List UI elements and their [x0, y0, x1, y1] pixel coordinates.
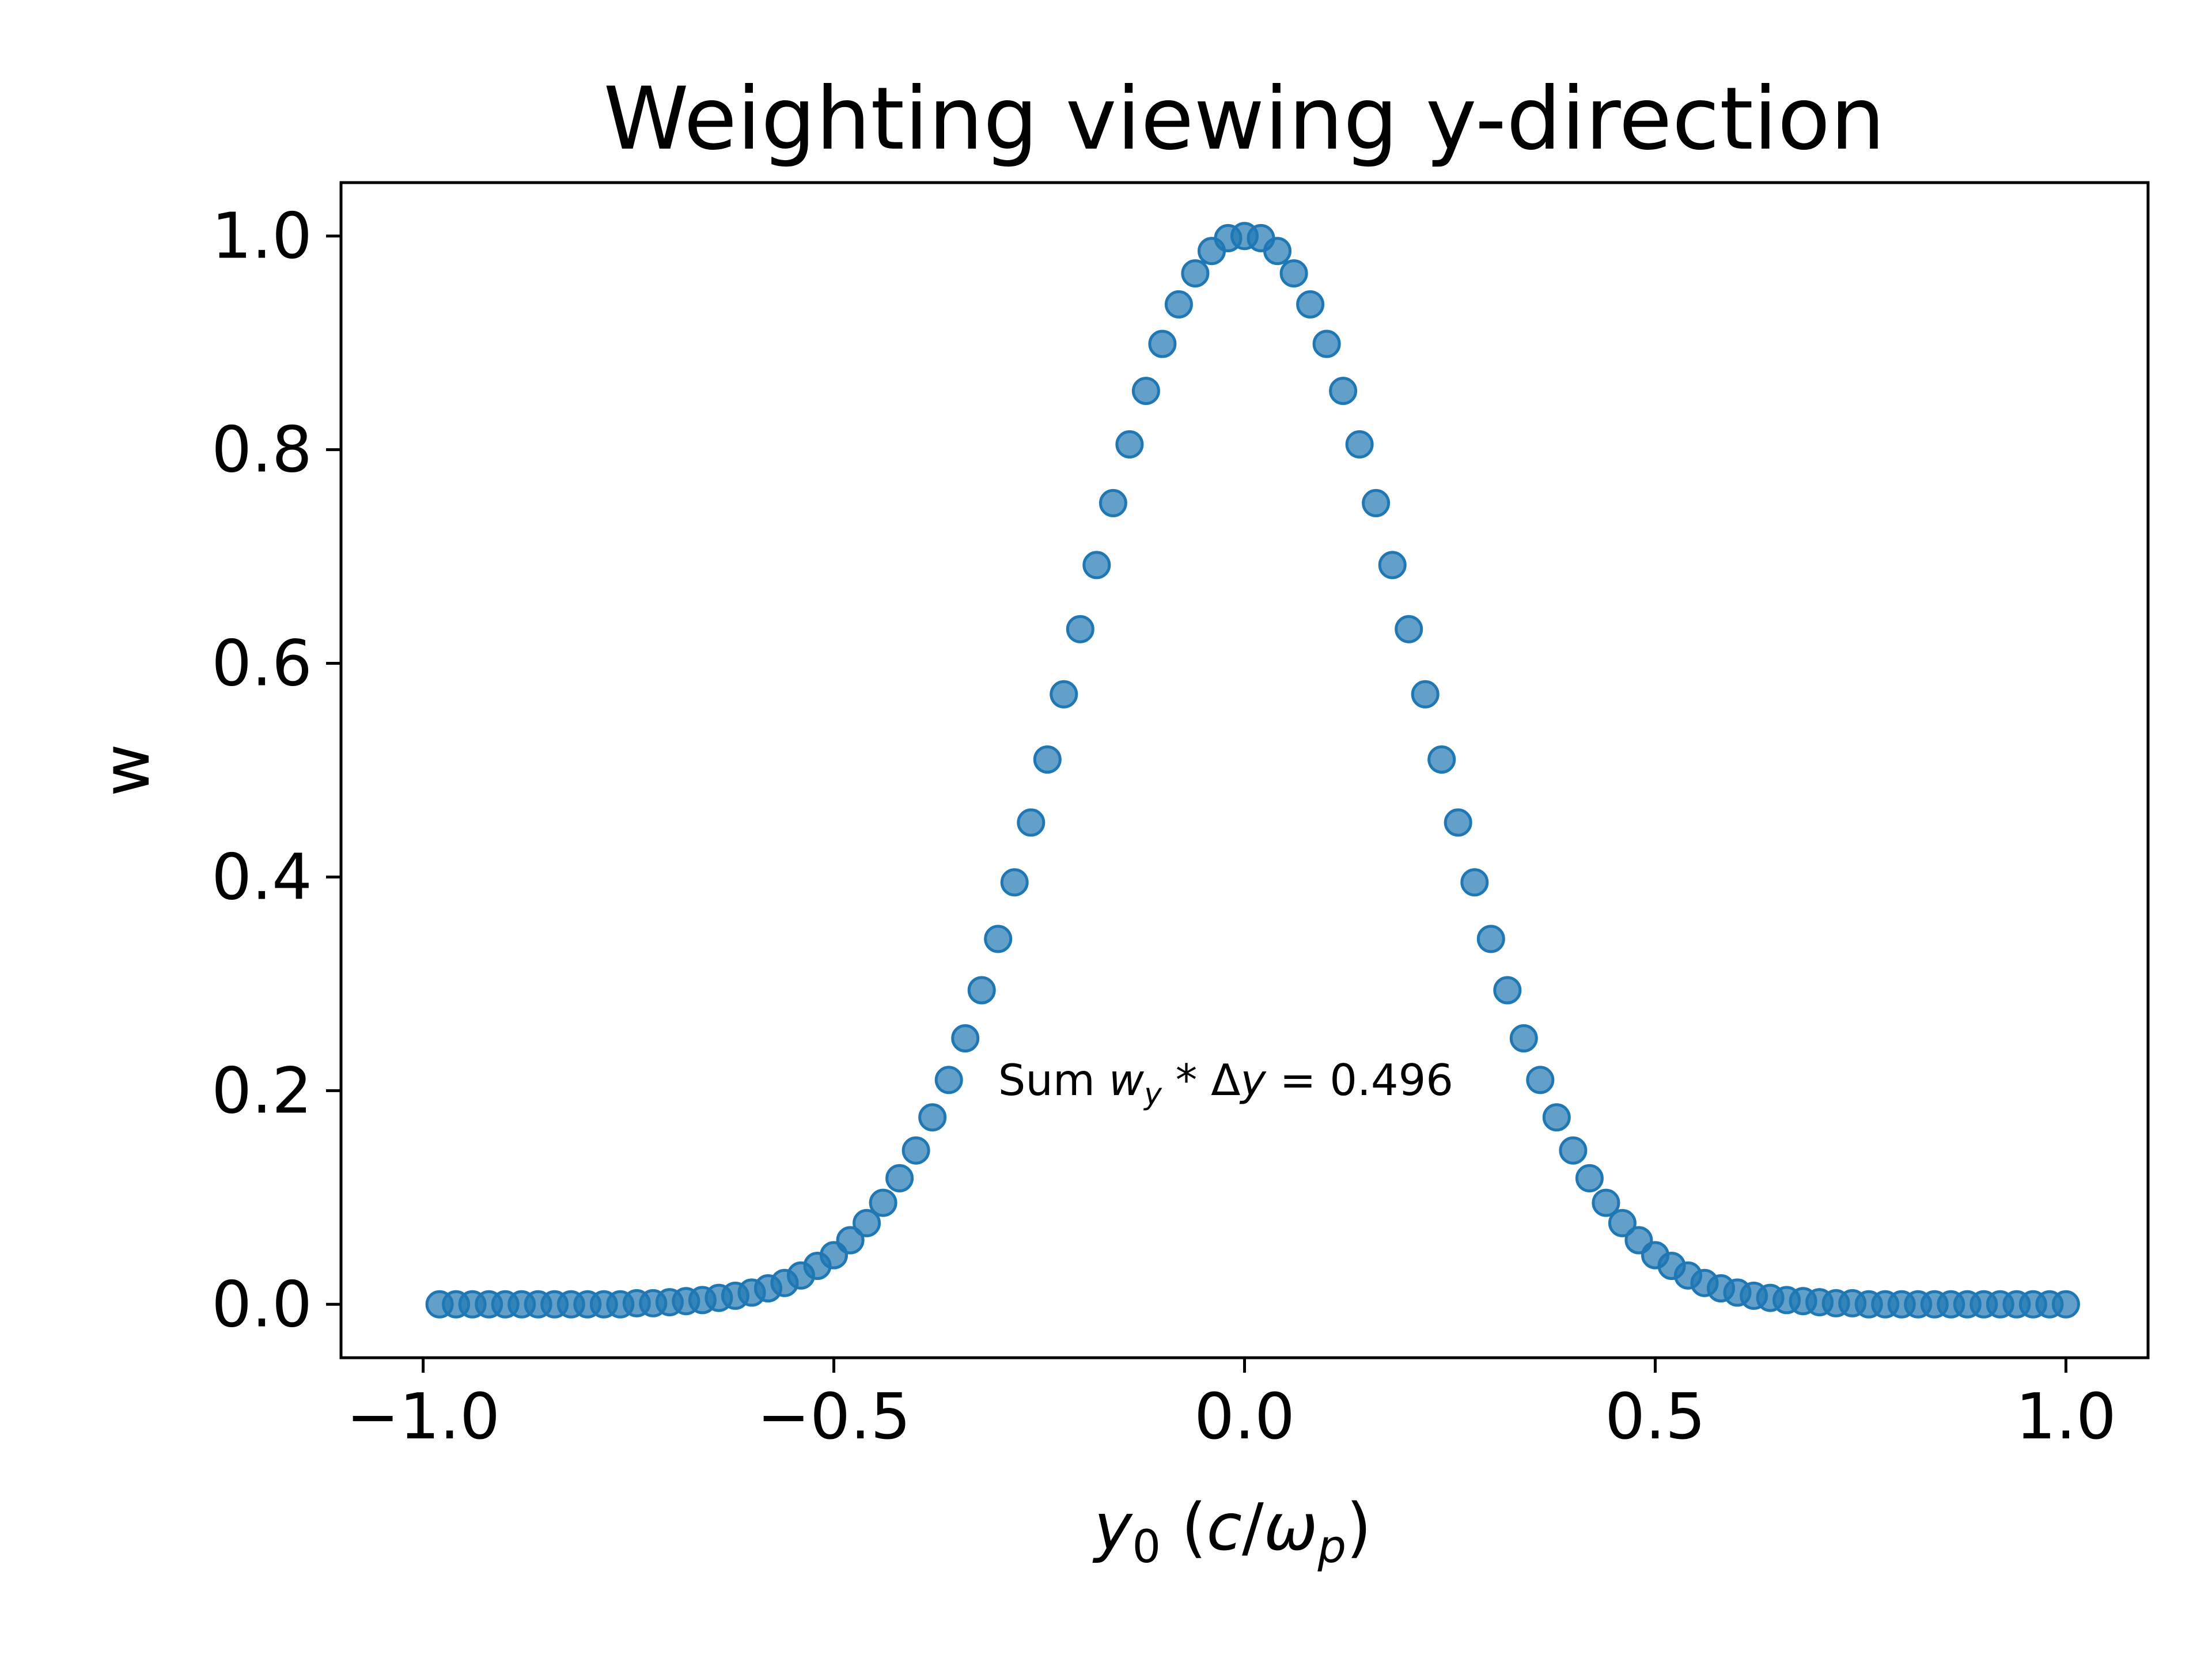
data-point	[967, 976, 996, 1005]
y-tick-label: 0.0	[211, 1267, 312, 1341]
x-axis-ticks: −1.0 −0.5 0.0 0.5 1.0	[346, 1358, 2116, 1453]
x-axis-label: y0 (c/ωp)	[1092, 1490, 1372, 1573]
plot-area-frame	[339, 181, 2150, 1359]
data-point	[1115, 430, 1144, 459]
data-point	[1329, 377, 1358, 406]
data-point	[1082, 551, 1111, 579]
data-point	[1608, 1209, 1637, 1237]
y-tick-label: 0.8	[211, 413, 312, 487]
y-tick-label: 0.6	[211, 627, 312, 700]
data-point	[1362, 488, 1391, 517]
data-point	[1099, 488, 1127, 517]
data-point	[1131, 377, 1160, 406]
x-tick-label: 1.0	[2016, 1380, 2116, 1453]
data-point	[1460, 868, 1489, 897]
data-point	[836, 1226, 865, 1255]
data-point	[1296, 290, 1325, 319]
data-point	[1033, 745, 1062, 774]
data-point	[1592, 1188, 1620, 1217]
data-point	[885, 1164, 914, 1192]
data-point	[1000, 868, 1029, 897]
data-point	[1559, 1136, 1588, 1165]
sum-annotation: Sum wy * Δy = 0.496	[998, 1055, 1453, 1112]
data-point	[1411, 680, 1440, 709]
x-tick-label: −1.0	[346, 1380, 500, 1453]
data-point	[1164, 290, 1193, 319]
data-point	[951, 1024, 980, 1052]
data-point	[1444, 808, 1472, 837]
data-point	[1050, 680, 1078, 709]
data-point	[1493, 976, 1522, 1005]
data-point	[869, 1188, 897, 1217]
x-tick-label: −0.5	[757, 1380, 911, 1453]
chart-title: Weighting viewing y-direction	[604, 69, 1885, 169]
data-point	[1148, 329, 1177, 358]
x-tick-label: 0.5	[1605, 1380, 1706, 1453]
data-point	[984, 925, 1013, 953]
data-point	[1066, 615, 1094, 643]
data-point	[1279, 259, 1308, 288]
data-point	[902, 1136, 930, 1165]
scatter-points	[425, 222, 2080, 1319]
data-point	[2051, 1290, 2080, 1319]
x-tick-label: 0.0	[1194, 1380, 1295, 1453]
data-point	[1542, 1103, 1571, 1132]
y-tick-label: 1.0	[211, 199, 312, 273]
data-point	[1378, 551, 1407, 579]
data-point	[1345, 430, 1374, 459]
data-point	[1509, 1024, 1538, 1052]
data-point	[1427, 745, 1456, 774]
y-axis-label: w	[89, 744, 164, 797]
data-point	[1017, 808, 1046, 837]
y-tick-label: 0.2	[211, 1054, 312, 1127]
data-point	[1395, 615, 1423, 643]
data-point	[1263, 237, 1291, 266]
data-point	[1575, 1164, 1604, 1192]
data-point	[1476, 925, 1505, 953]
data-point	[1526, 1066, 1555, 1094]
y-axis-ticks: 0.0 0.2 0.4 0.6 0.8 1.0	[211, 199, 341, 1341]
data-point	[918, 1103, 947, 1132]
y-tick-label: 0.4	[211, 840, 312, 914]
data-point	[934, 1066, 963, 1094]
data-point	[1312, 329, 1341, 358]
data-point	[1181, 259, 1210, 288]
data-point	[853, 1209, 881, 1237]
